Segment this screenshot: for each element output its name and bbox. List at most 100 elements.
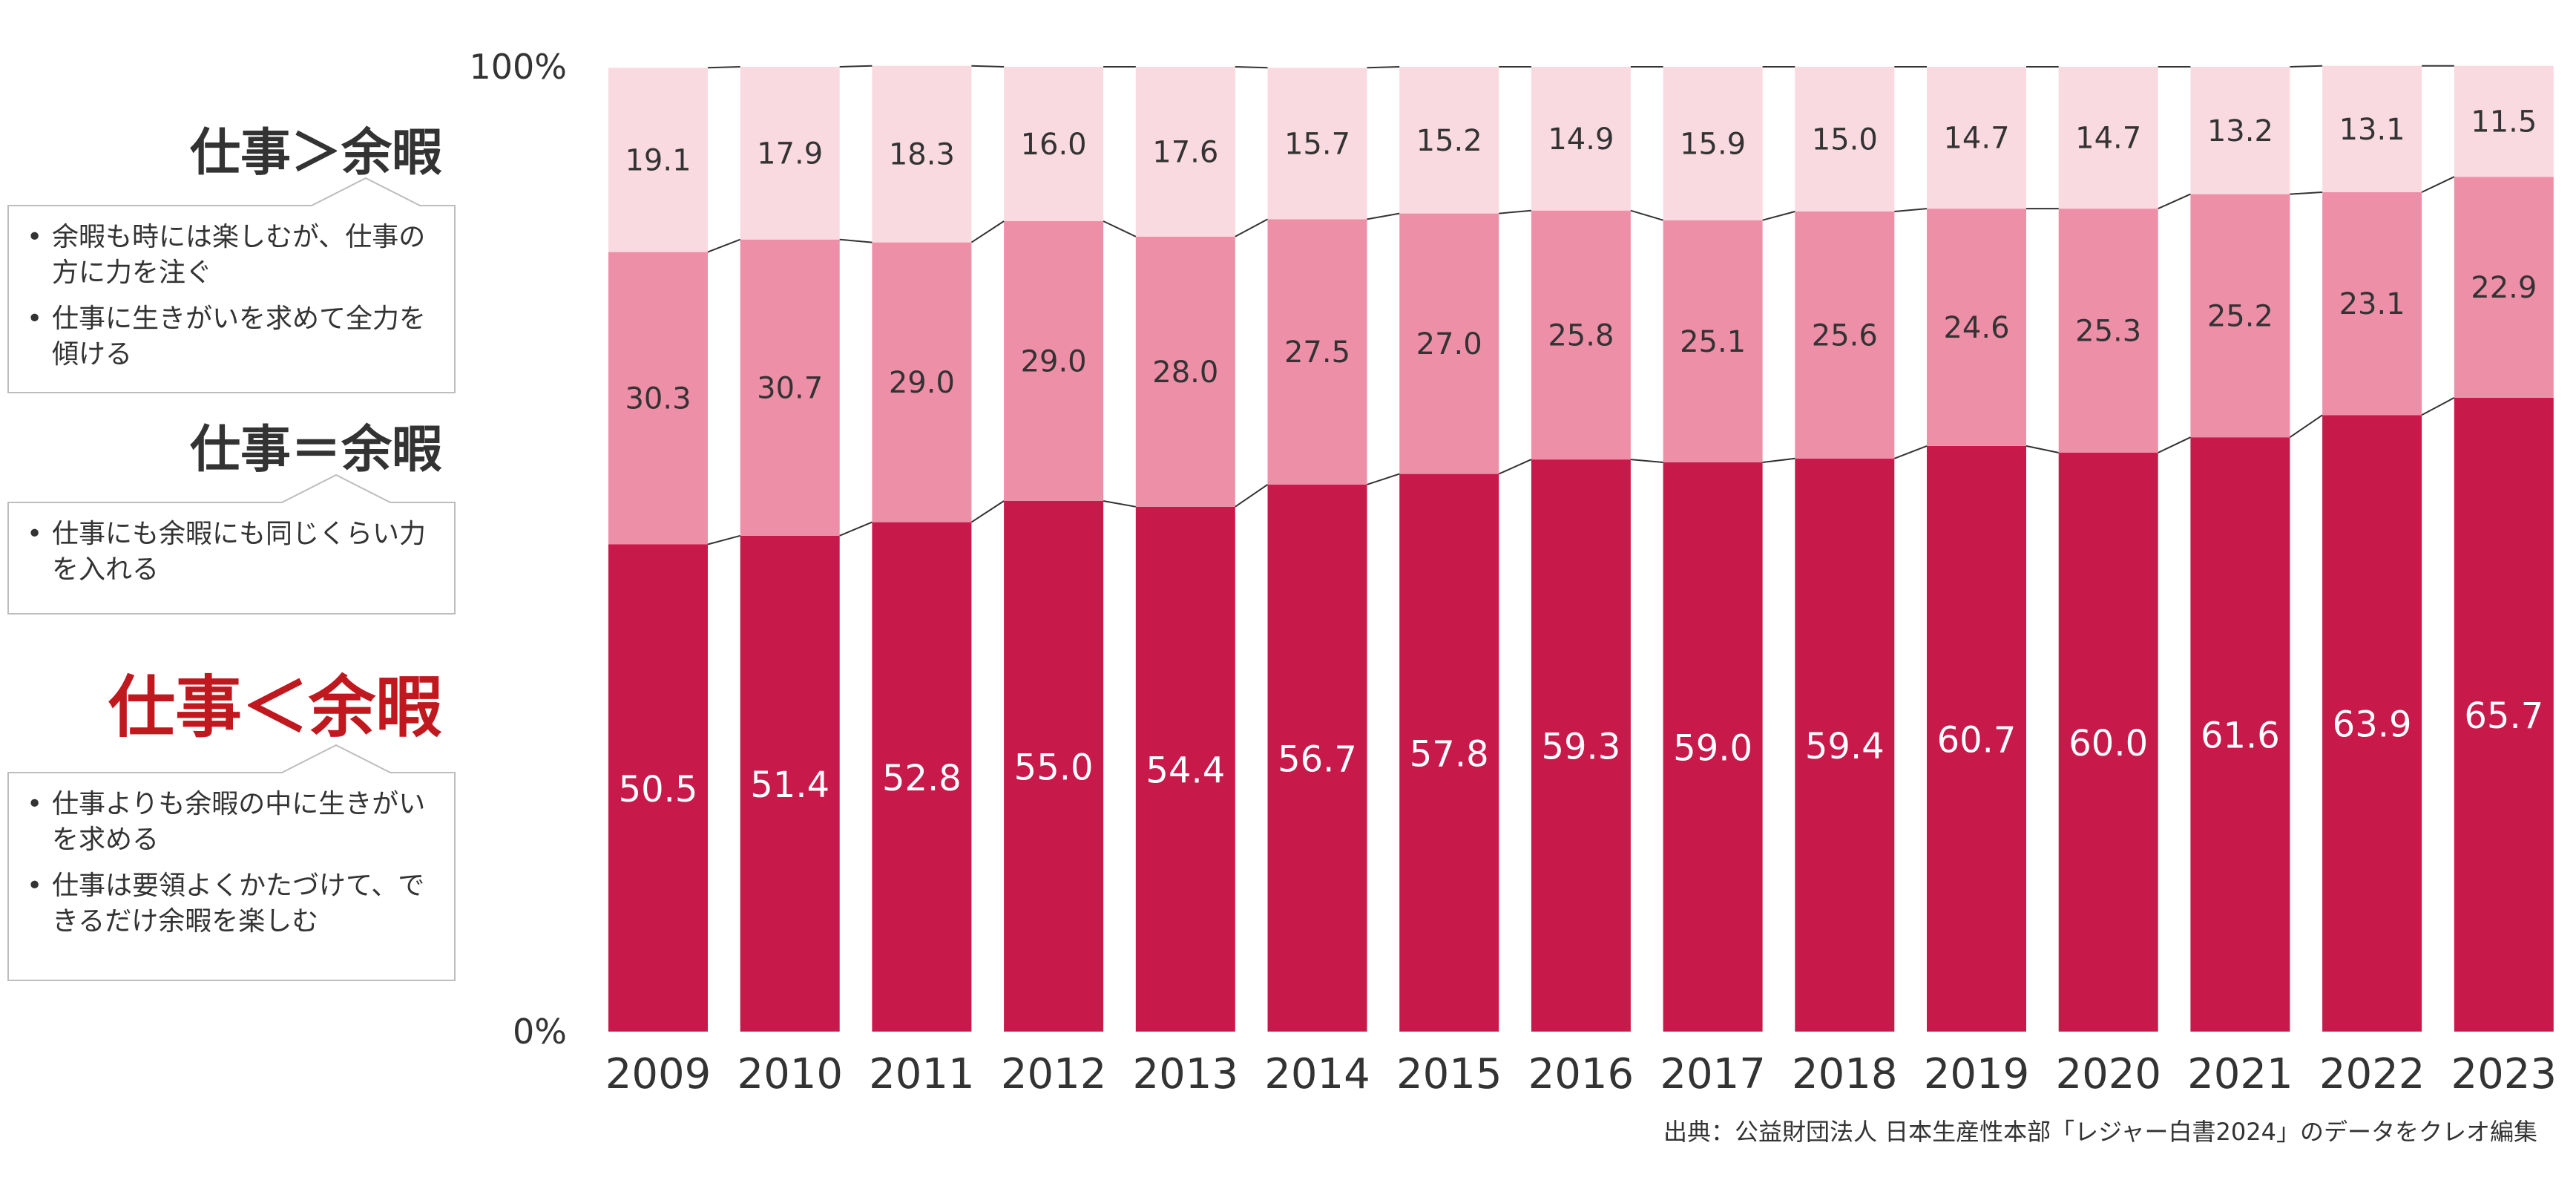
legend-box-work-equal-leisure: 仕事にも余暇にも同じくらい力を入れる	[7, 473, 456, 615]
bar-segment	[1927, 209, 2026, 446]
connector-line	[1499, 209, 1531, 214]
connector-line	[2421, 397, 2455, 416]
data-label: 51.4	[750, 764, 829, 806]
data-label: 17.9	[757, 137, 823, 171]
legend-item: 仕事に生きがいを求めて全力を傾ける	[22, 301, 442, 373]
bar-segment	[2322, 65, 2422, 192]
connector-line	[1762, 457, 1795, 463]
connector-line	[1367, 473, 1400, 485]
bar-segment	[2454, 177, 2554, 398]
connector-line	[707, 66, 740, 69]
data-label: 27.5	[1284, 335, 1350, 370]
bar-segment	[872, 242, 972, 522]
connector-line	[2158, 436, 2191, 453]
connector-line	[1235, 66, 1268, 69]
bar-segment	[1795, 458, 1895, 1032]
bar-segment	[1004, 221, 1104, 501]
x-tick-label: 2017	[1660, 1050, 1766, 1098]
connector-line	[970, 500, 1005, 523]
connector-line	[970, 220, 1005, 243]
data-label: 14.7	[2075, 122, 2141, 156]
data-label: 16.0	[1021, 128, 1087, 162]
data-label: 17.6	[1152, 135, 1218, 169]
bar-segment	[1795, 67, 1895, 212]
connector-line	[2290, 191, 2323, 195]
bar-segment	[2190, 194, 2290, 438]
bar-segment	[1663, 67, 1763, 220]
data-label: 65.7	[2464, 695, 2543, 737]
data-label: 29.0	[1021, 345, 1087, 379]
bar-segment	[1399, 473, 1499, 1032]
data-label: 57.8	[1410, 733, 1489, 775]
data-label: 50.5	[619, 769, 698, 810]
legend-item: 余暇も時には楽しむが、仕事の方に力を注ぐ	[22, 220, 442, 291]
connector-line	[839, 238, 873, 243]
connector-line	[2025, 445, 2059, 453]
x-tick-label: 2016	[1528, 1050, 1634, 1098]
y-tick-label: 100%	[469, 47, 567, 87]
data-label: 22.9	[2471, 271, 2537, 305]
data-label: 19.1	[625, 143, 691, 177]
data-label: 15.0	[1812, 123, 1878, 157]
data-label: 25.3	[2075, 315, 2141, 349]
callout-notch	[280, 473, 392, 503]
connector-line	[1235, 218, 1268, 237]
bar-segment	[1267, 219, 1367, 485]
x-tick-label: 2014	[1264, 1050, 1370, 1098]
bar-segment	[1531, 210, 1631, 460]
data-label: 27.0	[1416, 327, 1482, 361]
bar-segment	[2058, 453, 2158, 1032]
connector-line	[2289, 414, 2323, 439]
bar-segment	[872, 522, 972, 1032]
legend-heading-work-over-leisure: 仕事＞余暇	[189, 124, 442, 183]
bar-segment	[2058, 209, 2158, 453]
x-tick-label: 2011	[869, 1050, 975, 1098]
y-tick-label: 0%	[513, 1012, 567, 1052]
data-label: 25.2	[2207, 299, 2273, 333]
connector-line	[707, 534, 740, 545]
data-label: 25.1	[1680, 325, 1746, 359]
callout-notch	[280, 744, 392, 773]
connector-line	[707, 238, 741, 253]
bar-segment	[1927, 445, 2026, 1032]
bar-segment	[1531, 459, 1631, 1032]
x-tick-label: 2021	[2187, 1050, 2293, 1098]
bar-segment	[1399, 67, 1499, 214]
connector-line	[839, 521, 873, 537]
bar-segment	[608, 544, 708, 1032]
bar-segment	[1135, 506, 1235, 1032]
connector-lines	[707, 65, 2455, 545]
data-label: 23.1	[2339, 287, 2405, 321]
data-label: 13.2	[2207, 114, 2273, 148]
x-tick-label: 2020	[2055, 1050, 2161, 1098]
data-label: 13.1	[2339, 113, 2405, 147]
bar-segment	[740, 239, 840, 536]
data-label: 25.6	[1812, 318, 1878, 353]
bar-segment	[2190, 437, 2290, 1032]
connector-line	[971, 65, 1005, 68]
bar-segment	[1135, 236, 1235, 507]
bar-segment	[1004, 67, 1104, 221]
bar-segment	[1135, 67, 1235, 237]
legend-heading-work-equal-leisure: 仕事＝余暇	[189, 421, 442, 479]
data-label: 60.0	[2069, 723, 2148, 764]
legend-heading-work-under-leisure: 仕事＜余暇	[108, 669, 442, 747]
value-labels: 50.5 30.3 19.1 51.4 30.7 17.9 52.8 29.0 18.3 55.0…	[619, 105, 2544, 810]
data-label: 60.7	[1937, 719, 2017, 761]
connector-line	[2421, 176, 2455, 193]
connector-line	[1103, 500, 1136, 508]
bar-segment	[740, 535, 840, 1032]
connector-line	[1367, 66, 1400, 69]
x-tick-label: 2012	[1001, 1050, 1107, 1098]
data-label: 28.0	[1152, 355, 1218, 390]
data-label: 24.6	[1943, 311, 2009, 345]
data-label: 59.0	[1673, 728, 1752, 770]
x-axis-labels: 2009 2010 2011 2012 2013 2014 2015 2016 2017 2018…	[605, 1050, 2557, 1098]
connector-line	[1235, 484, 1269, 508]
bar-segment	[2322, 192, 2422, 416]
bar-segment	[1267, 484, 1367, 1032]
data-label: 11.5	[2471, 105, 2537, 139]
bar-segment	[2454, 65, 2554, 177]
connector-line	[839, 65, 873, 68]
